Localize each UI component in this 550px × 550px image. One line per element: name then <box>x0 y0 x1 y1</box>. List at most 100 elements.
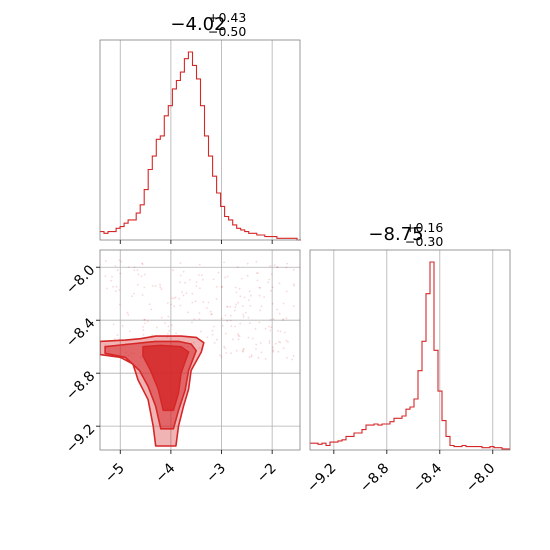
tick-label-y: −8.0 <box>63 262 98 297</box>
sample-point <box>142 329 145 332</box>
sample-point <box>276 308 279 311</box>
sample-point <box>172 269 174 272</box>
sample-point <box>205 307 208 309</box>
sample-point <box>126 311 129 314</box>
tick-label-x: −2 <box>254 460 280 486</box>
sample-point <box>224 332 227 335</box>
sample-point <box>114 265 117 267</box>
sample-point <box>242 315 245 318</box>
sample-point <box>141 294 144 296</box>
sample-point <box>166 336 169 339</box>
sample-point <box>210 313 213 316</box>
sample-point <box>249 304 252 307</box>
sample-point <box>226 320 229 322</box>
sample-point <box>234 325 237 328</box>
tick-label-x: −8.8 <box>357 460 392 495</box>
sample-point <box>119 272 122 275</box>
sample-point <box>104 344 107 346</box>
sample-point <box>159 286 162 289</box>
sample-point <box>141 263 144 266</box>
sample-point <box>191 301 194 304</box>
sample-point <box>223 261 226 264</box>
sample-point <box>241 305 244 307</box>
sample-point <box>215 298 218 300</box>
sample-point <box>179 304 182 307</box>
sample-point <box>137 273 140 276</box>
sample-point <box>269 329 272 332</box>
sample-point <box>279 341 282 344</box>
sample-point <box>242 348 245 351</box>
sample-point <box>170 324 173 327</box>
sample-point <box>142 333 145 336</box>
sample-point <box>242 348 245 350</box>
sample-point <box>238 335 241 337</box>
sample-point <box>272 350 275 353</box>
sample-point <box>143 318 146 321</box>
sample-point <box>131 295 133 298</box>
hist-panel-param-0: −4.02 +0.43 −0.50 <box>99 10 301 244</box>
sample-point <box>141 262 144 265</box>
sample-point <box>154 285 157 287</box>
hist-1-frame <box>309 249 511 451</box>
sample-point <box>255 260 258 263</box>
sample-point <box>291 358 294 361</box>
sample-point <box>248 322 251 325</box>
sample-point <box>198 347 201 349</box>
sample-point <box>248 356 251 359</box>
sample-point <box>269 318 272 321</box>
sample-point <box>127 266 130 268</box>
sample-point <box>237 338 240 341</box>
sample-point <box>270 273 273 276</box>
title-1-lower: −0.30 <box>405 234 443 249</box>
sample-point <box>160 316 163 319</box>
sample-point <box>191 321 193 324</box>
sample-point <box>143 286 146 289</box>
sample-point <box>225 352 227 354</box>
sample-point <box>194 300 197 303</box>
sample-point <box>230 352 233 355</box>
sample-point <box>219 354 221 356</box>
sample-point <box>267 281 269 284</box>
sample-point <box>270 326 273 329</box>
sample-point <box>198 318 201 320</box>
sample-point <box>167 333 169 335</box>
sample-point <box>242 350 245 353</box>
sample-point <box>151 285 154 287</box>
sample-point <box>260 351 263 354</box>
sample-point <box>216 285 218 288</box>
sample-point <box>277 329 279 332</box>
sample-point <box>224 314 227 317</box>
title-0-median: −4.02 <box>170 14 225 35</box>
hist-0-frame <box>99 39 301 241</box>
sample-point <box>244 311 247 314</box>
sample-point <box>239 322 242 325</box>
sample-point <box>247 336 250 339</box>
tick-label-x: −8.0 <box>463 460 498 495</box>
sample-point <box>255 348 257 350</box>
sample-point <box>181 291 184 294</box>
sample-point <box>240 277 243 280</box>
sample-point <box>133 269 136 271</box>
sample-point <box>282 319 285 321</box>
sample-point <box>282 302 285 305</box>
sample-point <box>121 325 124 327</box>
sample-point <box>118 303 121 306</box>
sample-point <box>263 296 265 298</box>
sample-point <box>235 291 238 294</box>
sample-point <box>167 325 170 328</box>
sample-point <box>179 274 182 277</box>
sample-point <box>198 263 201 266</box>
sample-point <box>277 350 280 353</box>
sample-point <box>127 313 130 316</box>
sample-point <box>255 272 258 274</box>
sample-point <box>258 294 261 297</box>
sample-point <box>254 327 257 330</box>
sample-point <box>246 262 249 265</box>
sample-point <box>271 346 274 349</box>
sample-point <box>250 294 252 297</box>
sample-point <box>235 349 238 352</box>
tick-label-y: −8.8 <box>63 368 98 403</box>
sample-point <box>246 274 249 277</box>
sample-point <box>212 278 215 281</box>
